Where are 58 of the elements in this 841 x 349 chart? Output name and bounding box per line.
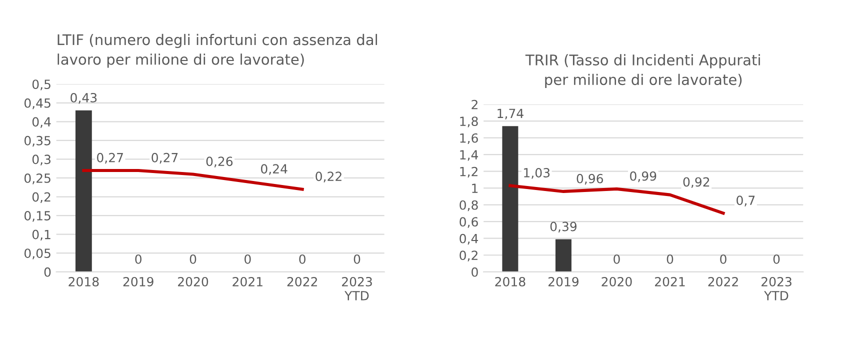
y-tick-label: 0,2 [460, 250, 478, 262]
data-label: 0 [190, 254, 196, 264]
x-tick-label: 2023 YTD [342, 276, 372, 300]
y-tick-label: 0,4 [460, 234, 478, 245]
y-tick-label: 1,6 [460, 133, 478, 144]
x-tick-label: 2018 [68, 276, 99, 286]
y-tick-label: 1,2 [460, 166, 478, 178]
y-tick-label: 0,05 [24, 248, 50, 260]
y-tick-label: 0,2 [32, 192, 50, 203]
data-label: 0 [773, 254, 780, 264]
data-label: 0 [614, 254, 620, 264]
y-tick-label: 1 [472, 184, 478, 193]
data-label: 0,92 [683, 177, 710, 188]
data-label: 0,27 [97, 152, 123, 164]
y-tick-label: 0,6 [460, 217, 478, 228]
x-tick-label: 2022 [708, 276, 738, 286]
data-label: 0 [299, 254, 306, 264]
x-tick-label: 2021 [655, 276, 685, 286]
data-label: 1,03 [524, 168, 550, 179]
data-label: 0,27 [152, 152, 178, 164]
x-tick-label: 2020 [602, 276, 632, 286]
data-label: 0,96 [576, 174, 604, 185]
data-label: 0,43 [70, 92, 97, 104]
data-label: 0,99 [630, 171, 656, 182]
y-tick-label: 1,8 [460, 116, 478, 128]
x-tick-label: 2018 [495, 276, 526, 286]
y-tick-label: 0,3 [32, 154, 50, 166]
x-tick-label: 2021 [232, 276, 262, 286]
y-tick-label: 1,4 [460, 150, 478, 161]
data-label: 1,74 [498, 108, 524, 120]
data-label: 0 [244, 254, 251, 264]
y-tick-label: 0,8 [460, 200, 478, 212]
data-label: 0,39 [550, 222, 577, 233]
chart-title: TRIR (Tasso di Incidenti Appurati per milione di ore lavorate) [525, 54, 760, 88]
y-tick-label: 0,25 [24, 173, 50, 184]
data-label: 0,7 [736, 196, 755, 206]
y-tick-label: 0,45 [24, 98, 50, 110]
data-label: 0 [354, 254, 360, 264]
y-tick-label: 0 [472, 267, 478, 277]
data-label: 0,22 [316, 172, 342, 182]
x-tick-label: 2020 [178, 276, 208, 286]
data-label: 0 [135, 254, 142, 264]
chart-title: LTIF (numero degli infortuni con assenza dal lavoro per milione di ore lavorate) [58, 34, 378, 68]
y-tick-label: 0,4 [32, 117, 51, 128]
y-tick-label: 0 [44, 267, 51, 277]
y-tick-label: 0,15 [24, 211, 50, 222]
x-tick-label: 2019 [548, 276, 578, 286]
y-tick-label: 2 [472, 100, 478, 110]
data-label: 0 [720, 254, 726, 264]
data-label: 0 [666, 254, 674, 264]
x-tick-label: 2022 [287, 276, 317, 286]
y-tick-label: 0,35 [24, 136, 50, 147]
data-label: 0,26 [206, 156, 233, 168]
x-tick-label: 2019 [123, 276, 154, 286]
data-label: 0,24 [261, 164, 288, 175]
x-tick-label: 2023 YTD [762, 276, 792, 300]
y-tick-label: 0,1 [32, 230, 50, 241]
y-tick-label: 0,5 [32, 80, 50, 90]
